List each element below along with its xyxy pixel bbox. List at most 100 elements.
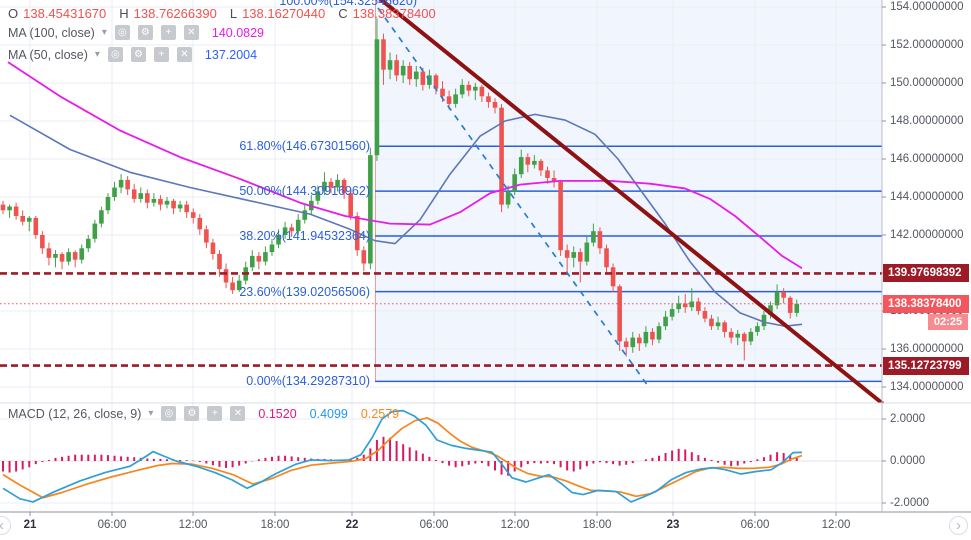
candle-body	[295, 219, 301, 232]
add-icon[interactable]: +	[160, 25, 176, 40]
candle-body	[623, 341, 629, 348]
candle-body	[774, 292, 780, 306]
time-axis-label: 06:00	[419, 519, 449, 531]
current-price-badge: 138.38378400	[883, 294, 969, 313]
settings-icon[interactable]: ⚙	[137, 25, 153, 40]
candle-body	[269, 244, 275, 253]
candle-body	[407, 65, 413, 80]
fib-level-label[interactable]: 50.00%(144.30916962)	[239, 184, 370, 199]
macd-axis-label: 2.0000	[890, 412, 926, 425]
candle-body	[755, 326, 760, 332]
candle-body	[151, 198, 157, 203]
candle-body	[190, 212, 196, 218]
close-icon[interactable]: ✕	[183, 25, 199, 40]
close-icon[interactable]: ✕	[176, 47, 192, 62]
candle-body	[7, 206, 12, 211]
price-axis-label: 148.00000000	[890, 114, 964, 127]
fib-level-label[interactable]: 23.60%(139.02056506)	[239, 284, 370, 299]
candle-body	[571, 252, 577, 258]
candle-body	[112, 187, 117, 197]
candle-body	[85, 238, 91, 249]
candle-body	[400, 65, 406, 76]
ma100-value: 140.0829	[211, 25, 265, 40]
candle-body	[676, 303, 681, 310]
chevron-down-icon[interactable]: ▾	[148, 408, 154, 419]
macd-hist-value: 0.1520	[258, 406, 297, 421]
candle-body	[289, 227, 294, 232]
price-axis-label: 134.00000000	[890, 380, 964, 393]
scroll-right-button[interactable]: ›	[949, 516, 968, 535]
close-icon[interactable]: ✕	[230, 406, 246, 421]
candle-body	[118, 179, 124, 188]
candle-body	[597, 231, 603, 249]
candle-body	[591, 231, 596, 243]
time-axis-label: 21	[23, 519, 37, 531]
time-axis-label: 06:00	[740, 519, 770, 531]
candle-body	[33, 217, 39, 235]
add-icon[interactable]: +	[207, 406, 223, 421]
ma100-label[interactable]: MA (100, close)	[8, 25, 95, 40]
candle-body	[715, 322, 721, 327]
chevron-down-icon[interactable]: ▾	[101, 27, 107, 38]
low-label: L	[229, 6, 238, 21]
candle-body	[545, 170, 550, 178]
candle-body	[696, 301, 701, 311]
settings-icon[interactable]: ⚙	[184, 406, 200, 421]
macd-axis-label: 0.0000	[890, 454, 926, 467]
candle-body	[610, 267, 616, 287]
alert-price-badge: 135.12723799	[883, 356, 969, 375]
time-axis-label: 12:00	[500, 519, 530, 531]
ma100-line[interactable]	[7, 61, 803, 270]
time-axis-label: 12:00	[821, 519, 851, 531]
fib-level-label[interactable]: 61.80%(146.67301560)	[239, 139, 370, 154]
fib-level-label[interactable]: 38.20%(141.94532364)	[239, 229, 370, 244]
candle-body	[341, 179, 347, 194]
fib-level-label[interactable]: 100.00%(154.32546620)	[279, 0, 417, 8]
candle-body	[473, 86, 478, 91]
descending-trendline[interactable]	[374, 0, 908, 424]
candle-body	[630, 337, 636, 348]
ma50-label[interactable]: MA (50, close)	[8, 47, 88, 62]
open-label: O	[8, 6, 19, 21]
candle-body	[138, 193, 144, 199]
visibility-icon[interactable]: ◎	[107, 47, 123, 62]
visibility-icon[interactable]: ◎	[114, 25, 130, 40]
candle-body	[348, 193, 353, 216]
candle-body	[768, 305, 773, 315]
candle-body	[518, 157, 524, 175]
candle-body	[177, 204, 183, 209]
chevron-down-icon[interactable]: ▾	[94, 49, 100, 60]
macd-label[interactable]: MACD (12, 26, close, 9)	[8, 406, 142, 421]
add-icon[interactable]: +	[153, 47, 169, 62]
candle-body	[302, 210, 308, 220]
ma50-line[interactable]	[9, 113, 803, 328]
candle-body	[217, 254, 222, 270]
candle-body	[748, 331, 754, 342]
candle-body	[781, 292, 786, 298]
fib-level-label[interactable]: 0.00%(134.29287310)	[246, 374, 370, 389]
dashed-trendline[interactable]	[377, 7, 649, 387]
candle-body	[210, 242, 216, 254]
candle-body	[335, 179, 340, 188]
candle-body	[505, 191, 511, 205]
time-axis-label: 06:00	[97, 519, 127, 531]
candle-body	[440, 88, 445, 97]
candle-body	[492, 102, 498, 108]
candle-body	[72, 252, 78, 260]
candle-body	[368, 155, 373, 264]
candle-body	[650, 331, 655, 340]
open-value: 138.45431670	[23, 6, 107, 21]
settings-icon[interactable]: ⚙	[130, 47, 146, 62]
candle-body	[551, 178, 557, 182]
candle-body	[741, 333, 747, 342]
candle-body	[433, 75, 439, 89]
visibility-icon[interactable]: ◎	[161, 406, 177, 421]
time-axis-label: 23	[666, 519, 680, 531]
candle-body	[577, 252, 583, 262]
candle-body	[479, 86, 485, 97]
candle-body	[446, 96, 452, 104]
candle-body	[794, 303, 800, 313]
candle-body	[787, 297, 793, 313]
